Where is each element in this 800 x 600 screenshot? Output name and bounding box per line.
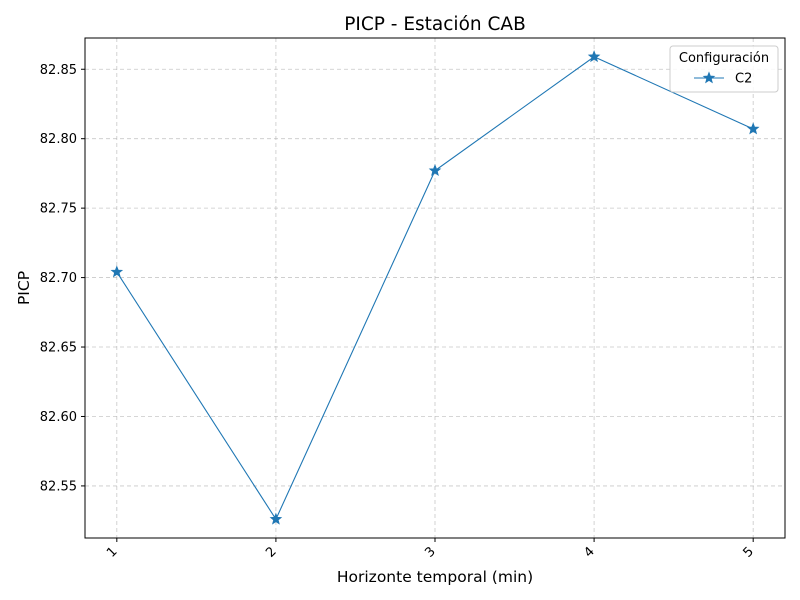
plot-area-background — [85, 38, 785, 538]
y-tick-label: 82.55 — [40, 479, 77, 494]
y-tick-label: 82.85 — [40, 63, 77, 78]
grid-lines — [85, 38, 785, 538]
y-tick-label: 82.75 — [40, 202, 77, 217]
x-axis-title: Horizonte temporal (min) — [337, 568, 533, 586]
legend-series-star-marker — [702, 71, 716, 84]
legend-series-label: C2 — [735, 72, 752, 87]
series-layer — [110, 50, 760, 525]
y-tick-label: 82.80 — [40, 132, 77, 147]
y-tick-label: 82.65 — [40, 341, 77, 356]
data-point-star-marker — [587, 50, 601, 63]
legend-box — [669, 45, 779, 93]
chart-title: PICP - Estación CAB — [344, 14, 526, 35]
data-point-star-marker — [746, 122, 760, 135]
data-point-star-marker — [110, 265, 124, 278]
data-point-star-marker — [428, 164, 442, 176]
y-tick-label: 82.60 — [40, 410, 77, 425]
y-axis-ticks: 82.55 82.60 82.65 82.70 82.75 82.80 82.85 — [40, 63, 85, 494]
plot-area-frame — [84, 37, 786, 539]
data-point-star-marker — [269, 512, 283, 525]
legend-title: Configuración — [679, 51, 769, 66]
y-axis-title: PICP — [15, 271, 33, 305]
y-tick-label: 82.70 — [40, 271, 77, 286]
legend: Configuración C2 — [669, 45, 779, 93]
